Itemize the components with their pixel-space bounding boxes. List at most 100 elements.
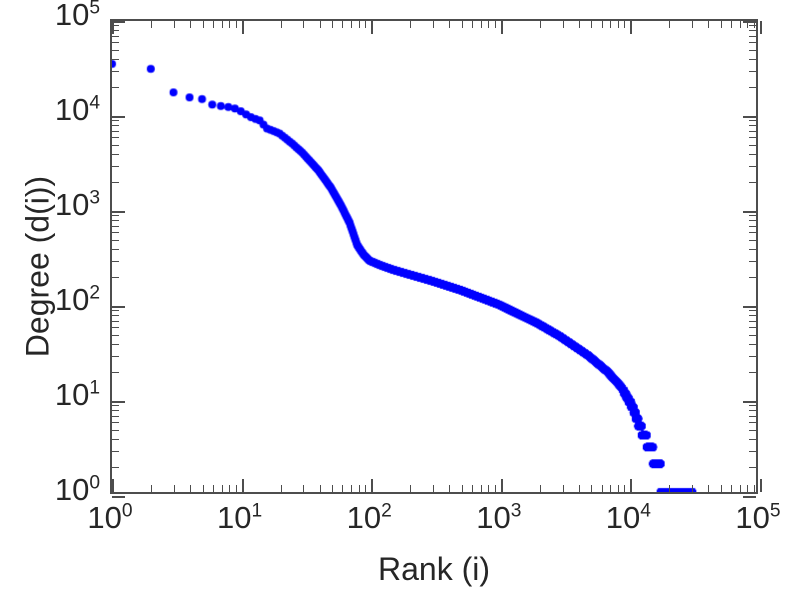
y-minor-tick-5000 (112, 144, 119, 146)
x-minor-tick-top-7 (221, 21, 223, 28)
y-minor-tick-7 (112, 415, 119, 417)
y-minor-tick-5 (112, 429, 119, 431)
y-minor-tick-90000 (112, 25, 119, 27)
x-minor-tick-300 (433, 485, 435, 492)
x-minor-tick-5000 (591, 485, 593, 492)
x-minor-tick-5 (202, 485, 204, 492)
y-minor-tick-right-50 (749, 334, 756, 336)
y-minor-tick-30 (112, 355, 119, 357)
y-minor-tick-right-4 (749, 438, 756, 440)
y-minor-tick-4 (112, 438, 119, 440)
y-minor-tick-60 (112, 327, 119, 329)
y-minor-tick-600 (112, 232, 119, 234)
x-minor-tick-top-3000 (562, 21, 564, 28)
x-minor-tick-2000 (539, 485, 541, 492)
y-minor-tick-2 (112, 467, 119, 469)
x-minor-tick-8000 (617, 485, 619, 492)
x-tick-label-1: 101 (217, 500, 263, 535)
x-minor-tick-top-5 (202, 21, 204, 28)
x-minor-tick-60000 (731, 485, 733, 492)
x-minor-tick-500 (461, 485, 463, 492)
y-minor-tick-900 (112, 215, 119, 217)
y-minor-tick-40 (112, 343, 119, 345)
x-minor-tick-top-30000 (692, 21, 694, 28)
x-minor-tick-400 (449, 485, 451, 492)
x-minor-tick-top-8000 (617, 21, 619, 28)
y-minor-tick-40000 (112, 58, 119, 60)
y-minor-tick-right-40000 (749, 58, 756, 60)
y-minor-tick-7000 (112, 130, 119, 132)
y-minor-tick-right-6000 (749, 137, 756, 139)
y-minor-tick-right-500 (749, 239, 756, 241)
x-minor-tick-top-400 (449, 21, 451, 28)
x-minor-tick-top-60000 (731, 21, 733, 28)
y-minor-tick-20000 (112, 87, 119, 89)
x-minor-tick-top-80 (358, 21, 360, 28)
plot-area (110, 19, 762, 498)
y-minor-tick-right-600 (749, 232, 756, 234)
x-minor-tick-80 (358, 485, 360, 492)
x-minor-tick-7 (221, 485, 223, 492)
x-axis-title: Rank (i) (377, 551, 490, 587)
y-minor-tick-right-2000 (749, 182, 756, 184)
x-minor-tick-top-20 (280, 21, 282, 28)
x-minor-tick-7000 (610, 485, 612, 492)
y-minor-tick-3 (112, 450, 119, 452)
x-minor-tick-top-6000 (601, 21, 603, 28)
y-minor-tick-right-50000 (749, 49, 756, 51)
y-minor-tick-500 (112, 239, 119, 241)
y-minor-tick-9 (112, 405, 119, 407)
y-major-tick-right-1e5 (743, 21, 756, 23)
x-minor-tick-top-50 (332, 21, 334, 28)
y-minor-tick-200 (112, 277, 119, 279)
x-minor-tick-90 (365, 485, 367, 492)
x-minor-tick-40 (319, 485, 321, 492)
x-minor-tick-top-9000 (624, 21, 626, 28)
y-tick-label-1: 101 (54, 377, 100, 412)
y-tick-label-3: 103 (54, 187, 100, 222)
x-minor-tick-top-2000 (539, 21, 541, 28)
y-minor-tick-right-5 (749, 429, 756, 431)
x-major-tick-1e0 (112, 479, 114, 492)
x-tick-label-4: 104 (605, 500, 651, 535)
x-minor-tick-top-600 (472, 21, 474, 28)
y-minor-tick-right-90000 (749, 25, 756, 27)
y-minor-tick-right-200 (749, 277, 756, 279)
x-minor-tick-top-200 (410, 21, 412, 28)
x-major-tick-1e2 (371, 479, 374, 492)
y-minor-tick-right-60 (749, 327, 756, 329)
x-tick-label-0: 100 (87, 500, 133, 535)
x-major-tick-top-1e5 (760, 21, 762, 34)
x-minor-tick-80000 (747, 485, 749, 492)
y-major-tick-1e4 (112, 116, 125, 118)
y-minor-tick-80 (112, 315, 119, 317)
y-minor-tick-70 (112, 320, 119, 322)
x-minor-tick-3000 (562, 485, 564, 492)
y-major-tick-1e3 (112, 211, 125, 213)
y-minor-tick-2000 (112, 182, 119, 184)
x-tick-label-2: 102 (346, 500, 392, 535)
y-minor-tick-right-7000 (749, 130, 756, 132)
y-minor-tick-3000 (112, 165, 119, 167)
y-minor-tick-right-30000 (749, 70, 756, 72)
x-minor-tick-top-7000 (610, 21, 612, 28)
x-minor-tick-top-90000 (754, 21, 756, 28)
x-minor-tick-20 (280, 485, 282, 492)
y-major-tick-right-1e4 (743, 116, 756, 118)
x-minor-tick-top-60 (342, 21, 344, 28)
x-minor-tick-6 (212, 485, 214, 492)
y-major-tick-right-1e2 (743, 306, 756, 308)
y-minor-tick-70000 (112, 35, 119, 37)
x-minor-tick-30 (303, 485, 305, 492)
y-minor-tick-right-9 (749, 405, 756, 407)
x-major-tick-1e3 (500, 479, 503, 492)
y-minor-tick-right-9000 (749, 120, 756, 122)
x-minor-tick-2 (151, 485, 152, 492)
y-major-tick-1e1 (112, 401, 125, 403)
y-minor-tick-right-8 (749, 410, 756, 412)
x-minor-tick-top-40 (319, 21, 321, 28)
y-minor-tick-6 (112, 422, 119, 424)
x-minor-tick-top-4000 (578, 21, 580, 28)
y-minor-tick-right-800 (749, 220, 756, 222)
